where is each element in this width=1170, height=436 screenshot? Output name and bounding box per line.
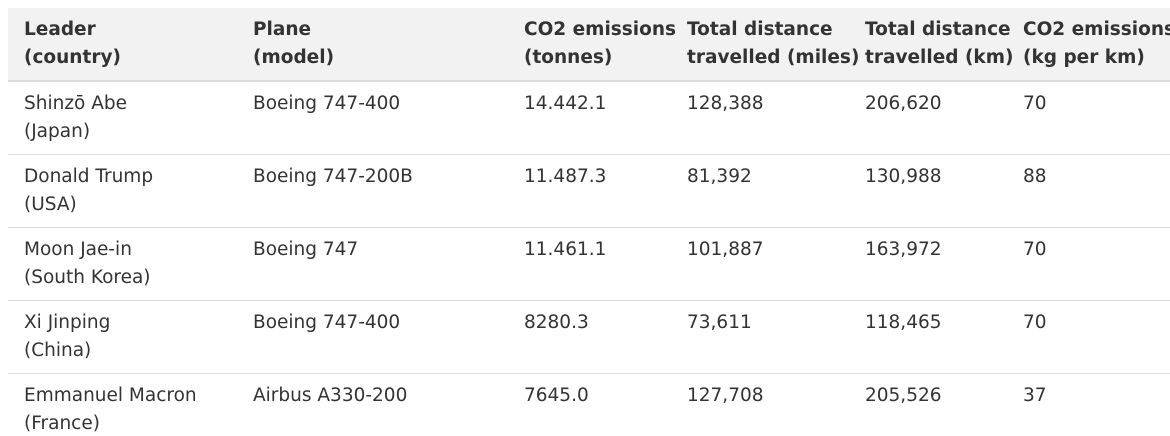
cell-text: 14.442.1 <box>524 93 607 114</box>
cell-text: Airbus A330-200 <box>253 385 408 406</box>
cell-text: 206,620 <box>865 93 942 114</box>
cell-text: 101,887 <box>687 239 764 260</box>
cell-text: 7645.0 <box>524 385 589 406</box>
header-text: CO2 emissions <box>1023 19 1170 40</box>
cell-text: 127,708 <box>687 385 764 406</box>
cell-text: 128,388 <box>687 93 764 114</box>
cell-text: 205,526 <box>865 385 942 406</box>
cell-text: 8280.3 <box>524 312 589 333</box>
header-text: (model) <box>253 47 335 68</box>
cell-text: Boeing 747 <box>253 239 359 260</box>
cell-text: 118,465 <box>865 312 942 333</box>
header-text: Total distance <box>687 19 833 40</box>
header-text: CO2 emissions <box>524 19 677 40</box>
cell-text: 37 <box>1023 385 1047 406</box>
cell-text: Moon Jae-in <box>24 239 132 260</box>
cell-text: Boeing 747-400 <box>253 93 401 114</box>
table-row: Emmanuel Macron (France) Airbus A330-200 76… <box>8 374 1170 436</box>
cell-text: Emmanuel Macron <box>24 385 197 406</box>
cell-text: (China) <box>24 340 92 361</box>
header-row: Leader (country) Plane (model) CO2 emissions… <box>8 8 1170 82</box>
header-text: (country) <box>24 47 121 68</box>
table-row: Shinzō Abe (Japan) Boeing 747-400 14.442.1 1… <box>8 82 1170 155</box>
header-text: (kg per km) <box>1023 47 1145 68</box>
header-text: travelled (miles) <box>687 47 860 68</box>
cell-text: Shinzō Abe <box>24 93 128 114</box>
cell-text: 70 <box>1023 93 1047 114</box>
cell-text: (France) <box>24 413 100 434</box>
cell-text: Xi Jinping <box>24 312 111 333</box>
cell-text: 130,988 <box>865 166 942 187</box>
cell-text: 88 <box>1023 166 1047 187</box>
header-text: Leader <box>24 19 96 40</box>
cell-text: 11.487.3 <box>524 166 607 187</box>
cell-text: 81,392 <box>687 166 752 187</box>
cell-text: (USA) <box>24 194 77 215</box>
cell-text: 70 <box>1023 239 1047 260</box>
table-row: Donald Trump (USA) Boeing 747-200B 11.487.3… <box>8 155 1170 228</box>
cell-text: 11.461.1 <box>524 239 607 260</box>
table-row: Xi Jinping (China) Boeing 747-400 8280.3 73,… <box>8 301 1170 374</box>
table-row: Moon Jae-in (South Korea) Boeing 747 11.461… <box>8 228 1170 301</box>
cell-text: Boeing 747-400 <box>253 312 401 333</box>
cell-text: Donald Trump <box>24 166 154 187</box>
header-text: (tonnes) <box>524 47 613 68</box>
cell-text: 73,611 <box>687 312 752 333</box>
cell-text: Boeing 747-200B <box>253 166 413 187</box>
header-text: travelled (km) <box>865 47 1014 68</box>
header-text: Total distance <box>865 19 1011 40</box>
cell-text: (South Korea) <box>24 267 151 288</box>
header-text: Plane <box>253 19 312 40</box>
cell-text: 163,972 <box>865 239 942 260</box>
cell-text: (Japan) <box>24 121 91 142</box>
cell-text: 70 <box>1023 312 1047 333</box>
